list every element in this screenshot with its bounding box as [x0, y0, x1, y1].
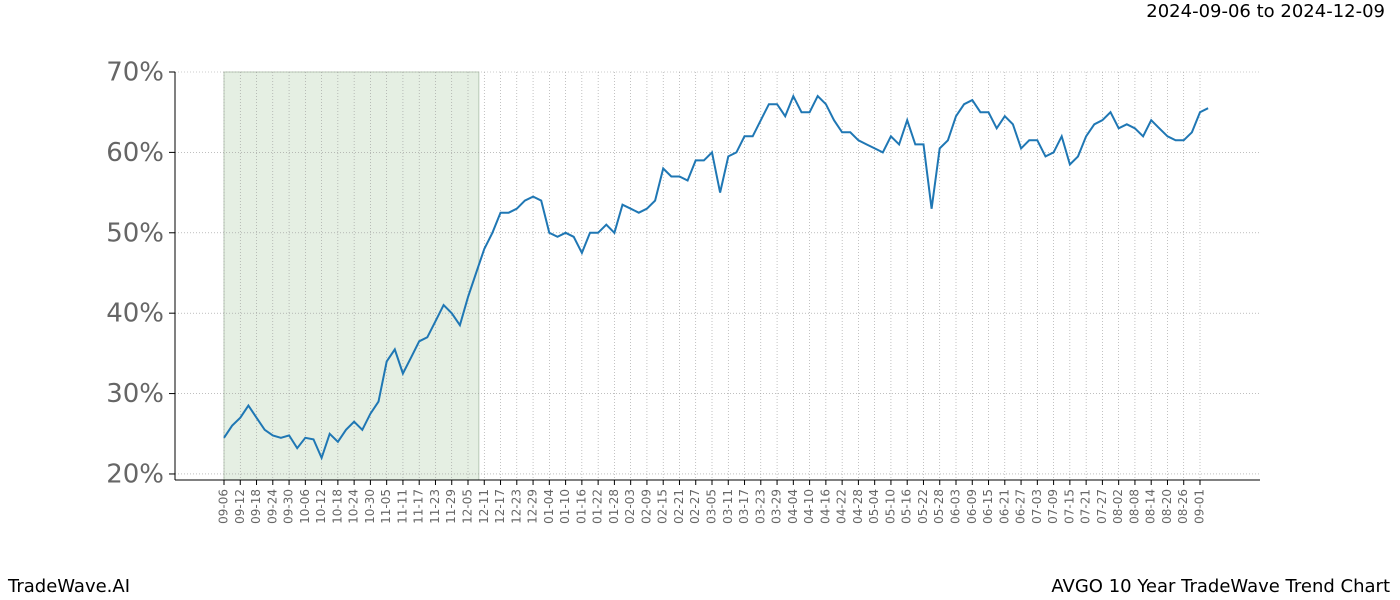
x-tick-label: 09-30 [282, 489, 296, 524]
x-tick-label: 05-10 [883, 489, 897, 524]
x-tick-label: 01-28 [607, 489, 621, 524]
y-tick-label: 50% [106, 218, 164, 248]
x-tick-label: 03-17 [737, 489, 751, 524]
x-tick-label: 11-05 [379, 489, 393, 524]
x-tick-label: 10-30 [363, 489, 377, 524]
x-tick-label: 01-10 [558, 489, 572, 524]
x-tick-label: 08-20 [1160, 489, 1174, 524]
x-tick-label: 07-09 [1046, 489, 1060, 524]
x-tick-label: 02-03 [623, 489, 637, 524]
x-tick-label: 09-12 [233, 489, 247, 524]
x-tick-label: 05-28 [932, 489, 946, 524]
x-tick-label: 09-06 [217, 489, 231, 524]
x-tick-label: 08-08 [1127, 489, 1141, 524]
x-tick-label: 04-28 [851, 489, 865, 524]
x-tick-label: 08-14 [1144, 489, 1158, 524]
x-tick-label: 10-06 [298, 489, 312, 524]
x-tick-label: 11-23 [428, 489, 442, 524]
x-tick-label: 04-22 [835, 489, 849, 524]
x-tick-label: 05-22 [916, 489, 930, 524]
x-tick-label: 07-15 [1062, 489, 1076, 524]
y-tick-label: 30% [106, 379, 164, 409]
y-tick-label: 60% [106, 138, 164, 168]
x-tick-label: 10-12 [314, 489, 328, 524]
x-tick-label: 01-22 [591, 489, 605, 524]
x-tick-label: 03-05 [705, 489, 719, 524]
x-tick-label: 06-09 [965, 489, 979, 524]
x-tick-label: 04-10 [802, 489, 816, 524]
x-tick-label: 03-23 [753, 489, 767, 524]
x-tick-label: 12-23 [509, 489, 523, 524]
x-tick-label: 06-15 [981, 489, 995, 524]
x-tick-label: 05-04 [867, 489, 881, 524]
x-tick-label: 01-16 [574, 489, 588, 524]
x-tick-label: 05-16 [900, 489, 914, 524]
x-tick-label: 09-01 [1193, 489, 1207, 524]
x-tick-label: 01-04 [542, 489, 556, 524]
x-tick-label: 07-03 [1030, 489, 1044, 524]
x-tick-label: 08-02 [1111, 489, 1125, 524]
x-tick-label: 08-26 [1176, 489, 1190, 524]
y-tick-label: 20% [106, 459, 164, 489]
x-tick-label: 11-11 [395, 489, 409, 524]
x-tick-label: 04-16 [818, 489, 832, 524]
x-tick-label: 10-24 [347, 489, 361, 524]
x-tick-label: 06-27 [1014, 489, 1028, 524]
x-tick-label: 12-11 [477, 489, 491, 524]
x-tick-label: 06-21 [997, 489, 1011, 524]
x-tick-label: 10-18 [330, 489, 344, 524]
x-tick-label: 02-15 [656, 489, 670, 524]
chart-title: 2024-09-06 to 2024-12-09 [1146, 1, 1385, 22]
y-tick-label: 40% [106, 299, 164, 329]
highlight-region [223, 71, 480, 481]
x-tick-label: 02-09 [639, 489, 653, 524]
x-tick-label: 02-27 [688, 489, 702, 524]
footer-right: AVGO 10 Year TradeWave Trend Chart [1051, 576, 1390, 597]
footer-left: TradeWave.AI [7, 576, 130, 597]
x-tick-label: 04-04 [786, 489, 800, 524]
x-tick-label: 11-29 [444, 489, 458, 524]
x-tick-label: 12-05 [461, 489, 475, 524]
x-tick-label: 07-21 [1079, 489, 1093, 524]
x-tick-label: 02-21 [672, 489, 686, 524]
y-tick-label: 70% [106, 58, 164, 88]
x-tick-label: 06-03 [949, 489, 963, 524]
x-tick-label: 09-24 [265, 489, 279, 524]
x-tick-label: 03-11 [721, 489, 735, 524]
x-tick-label: 03-29 [770, 489, 784, 524]
x-tick-label: 12-17 [493, 489, 507, 524]
x-tick-label: 07-27 [1095, 489, 1109, 524]
x-tick-label: 09-18 [249, 489, 263, 524]
x-tick-label: 12-29 [526, 489, 540, 524]
trend-line [223, 93, 1209, 461]
x-tick-label: 11-17 [412, 489, 426, 524]
